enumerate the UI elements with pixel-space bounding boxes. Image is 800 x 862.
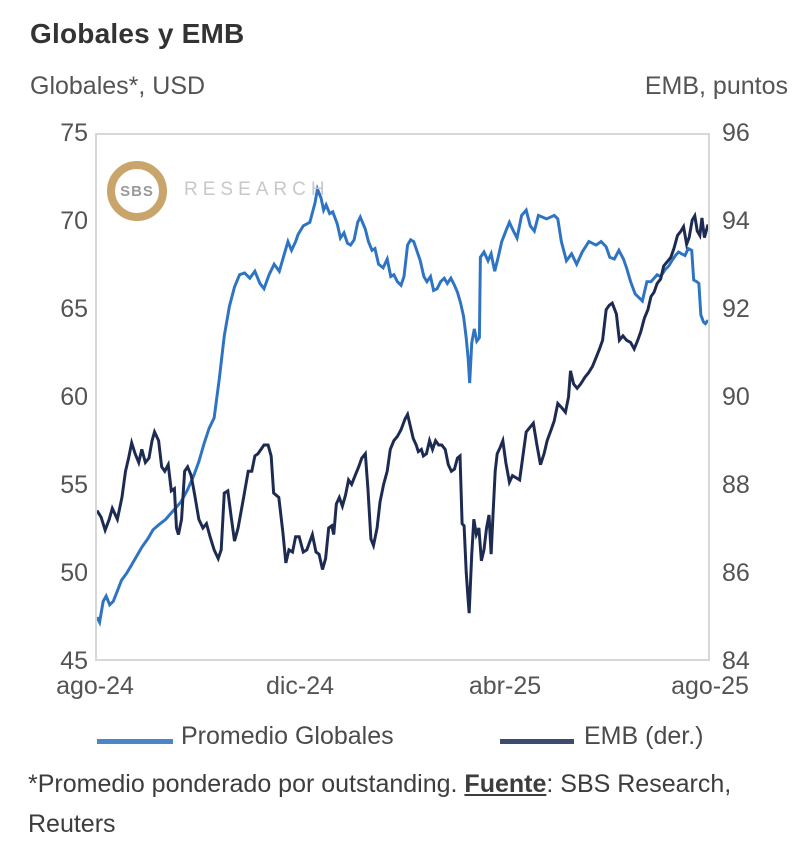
plot-area: [95, 133, 710, 661]
line-series-canvas: [97, 183, 708, 628]
left-axis-tick-label: 45: [60, 647, 88, 675]
left-axis-tick-label: 75: [60, 119, 88, 147]
right-axis-tick-label: 86: [722, 559, 750, 587]
right-axis-title: EMB, puntos: [644, 72, 788, 100]
x-axis-tick-label: ago-24: [56, 672, 134, 700]
footnote: *Promedio ponderado por outstanding. Fue…: [28, 764, 731, 844]
series-promedio-globales: [97, 183, 708, 628]
left-axis-tick-label: 60: [60, 383, 88, 411]
right-axis-tick-label: 92: [722, 295, 750, 323]
footnote-text: *Promedio ponderado por outstanding.: [28, 770, 465, 798]
right-axis-tick-label: 88: [722, 471, 750, 499]
x-axis-tick-label: abr-25: [468, 672, 542, 700]
left-axis-tick-label: 65: [60, 295, 88, 323]
legend-line-promedio-globales: [97, 739, 173, 744]
sbs-logo-icon: SBS: [107, 161, 167, 221]
chart-title: Globales y EMB: [30, 18, 245, 49]
right-axis-tick-label: 94: [722, 207, 750, 235]
legend-label-promedio-globales: Promedio Globales: [181, 722, 394, 750]
footnote-fuente-label: Fuente: [464, 770, 547, 798]
legend-line-emb: [500, 739, 574, 744]
footnote-source: : SBS Research,: [546, 770, 732, 798]
right-axis-tick-label: 84: [722, 647, 750, 675]
research-watermark-label: RESEARCH: [184, 179, 330, 200]
right-axis-tick-label: 96: [722, 119, 750, 147]
footnote-line1: *Promedio ponderado por outstanding. Fue…: [28, 764, 731, 804]
legend-label-emb: EMB (der.): [584, 722, 704, 750]
right-axis-tick-label: 90: [722, 383, 750, 411]
x-axis-tick-label: dic-24: [265, 672, 335, 700]
left-axis-tick-label: 55: [60, 471, 88, 499]
sbs-logo-text: SBS: [120, 182, 154, 200]
left-axis-tick-label: 70: [60, 207, 88, 235]
footnote-line2: Reuters: [28, 810, 116, 838]
left-axis-tick-label: 50: [60, 559, 88, 587]
series-emb: [97, 211, 708, 614]
x-axis-tick-label: ago-25: [671, 672, 749, 700]
left-axis-title: Globales*, USD: [30, 72, 206, 100]
